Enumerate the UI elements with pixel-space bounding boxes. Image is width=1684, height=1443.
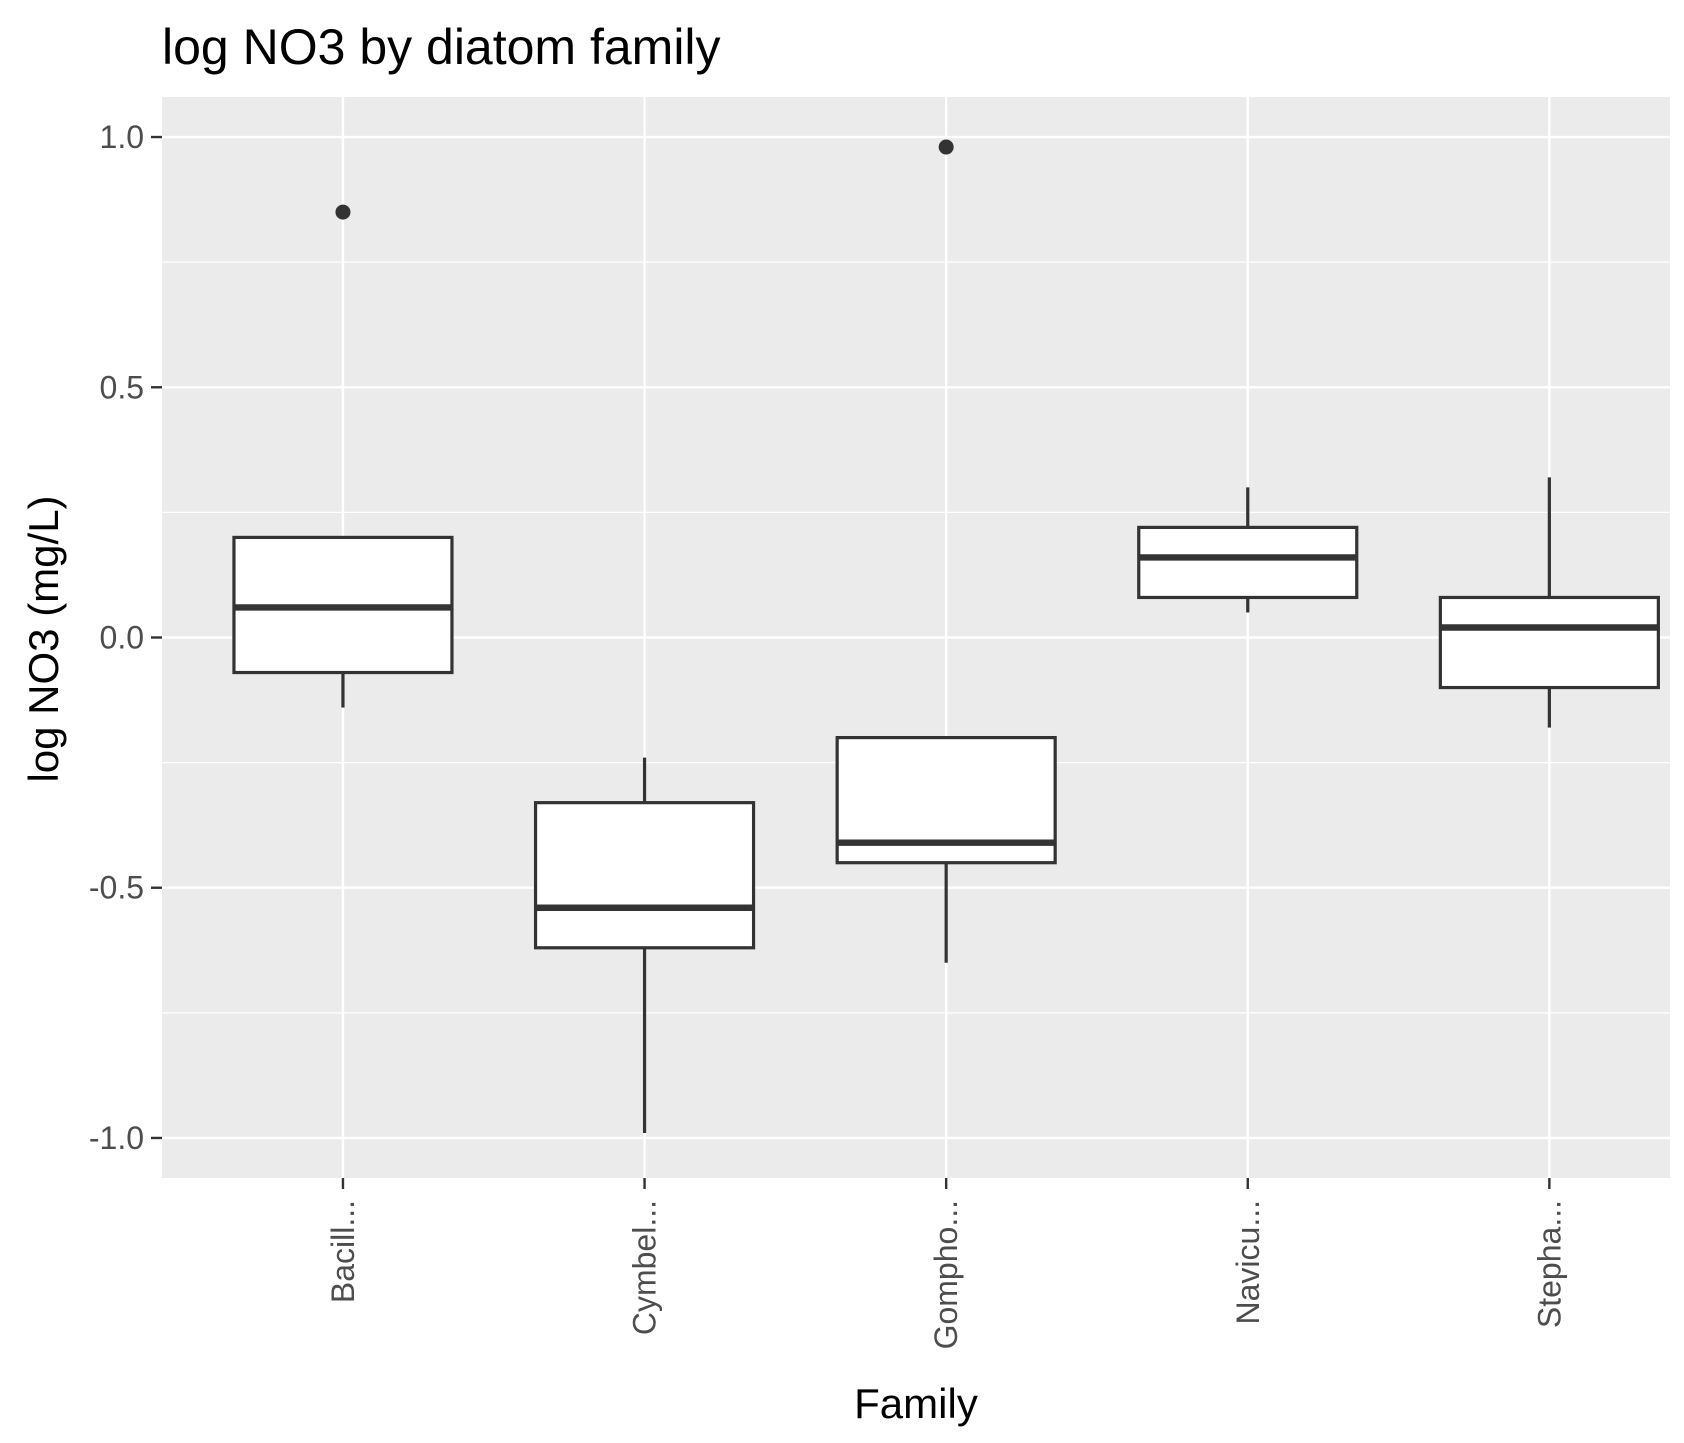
y-tick-label: 1.0: [100, 119, 144, 155]
x-tick-label: Navicu...: [1230, 1200, 1266, 1324]
box-group: [835, 139, 1057, 963]
y-axis-title: log NO3 (mg/L): [20, 495, 67, 782]
boxes-layer: [232, 139, 1660, 1133]
y-tick-label: -1.0: [89, 1120, 144, 1156]
x-tick-label: Cymbel...: [627, 1200, 663, 1335]
x-tick-label: Gompho...: [928, 1200, 964, 1349]
chart-title: log NO3 by diatom family: [162, 19, 721, 75]
box-group: [533, 757, 756, 1133]
iqr-box: [533, 801, 756, 950]
y-tick-label: 0.0: [100, 620, 144, 656]
outlier-point: [938, 139, 954, 155]
outlier-point: [335, 204, 351, 220]
box-group: [1438, 477, 1660, 728]
box-group: [1137, 487, 1359, 613]
iqr-box: [1438, 595, 1660, 690]
y-tick-label: 0.5: [100, 369, 144, 405]
x-axis: Bacill... Cymbel... Gompho... Navicu... Step…: [325, 1178, 1567, 1349]
box-group: [232, 204, 454, 708]
iqr-box: [1137, 525, 1359, 600]
x-tick-label: Stepha...: [1531, 1200, 1567, 1328]
y-tick-label: -0.5: [89, 870, 144, 906]
x-axis-title: Family: [854, 1380, 978, 1427]
x-tick-label: Bacill...: [325, 1200, 361, 1303]
y-axis: -1.0 -0.5 0.0 0.5 1.0: [89, 119, 162, 1156]
